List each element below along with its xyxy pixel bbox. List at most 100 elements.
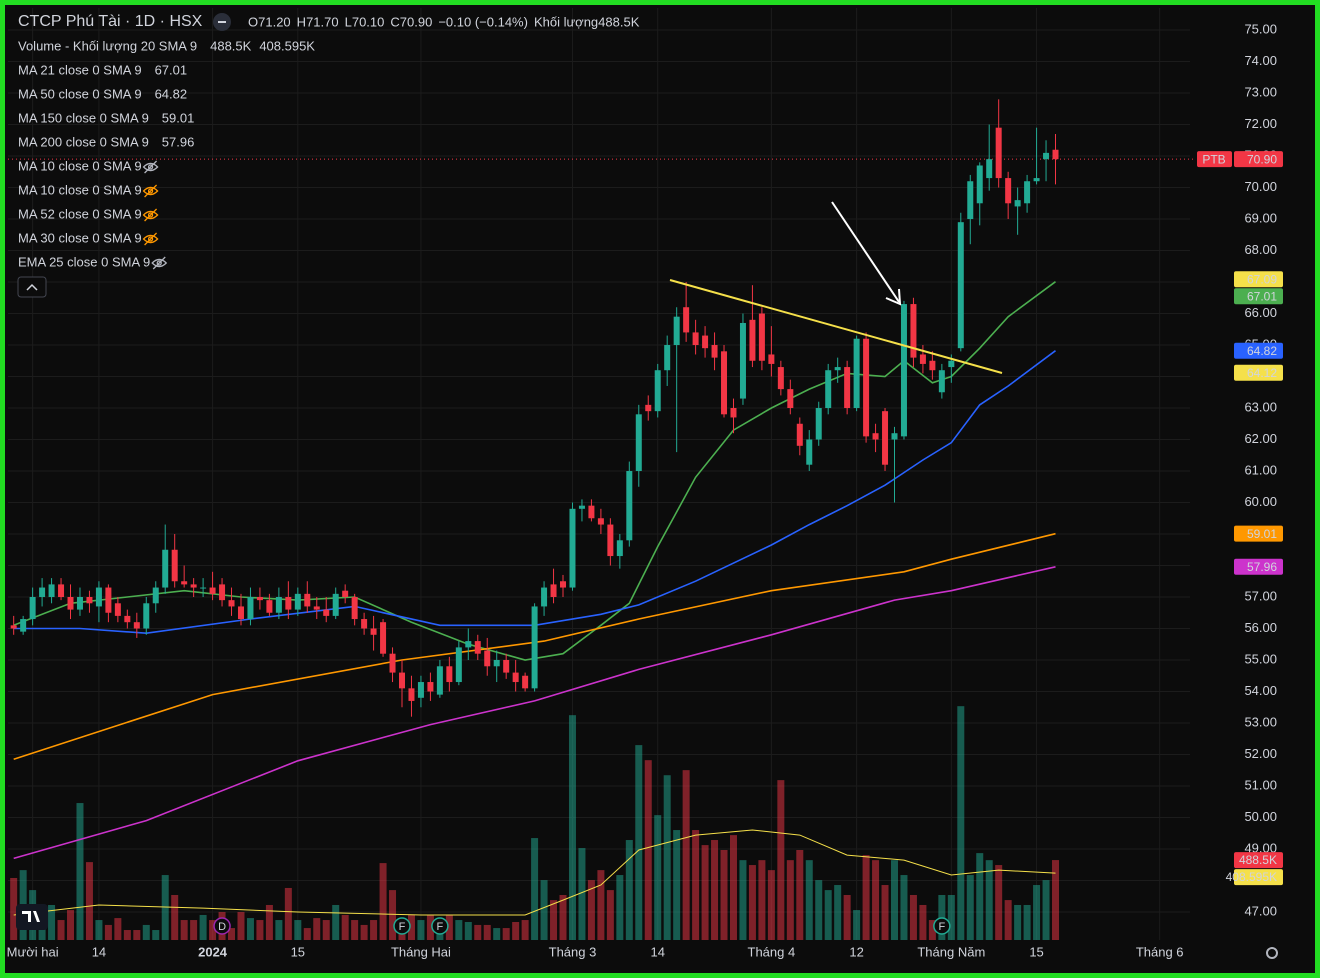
volume-bar [862,855,870,940]
toggle-icon [26,283,38,291]
candle-body [806,439,813,465]
volume-bar [114,918,122,940]
candle-body [1014,200,1021,207]
candle-body [787,389,794,409]
indicator-name: EMA 25 close 0 SMA 9 [18,254,150,269]
volume-bar [407,914,415,940]
x-tick-label: 14 [92,944,106,959]
settings[interactable] [1266,947,1278,959]
hidden-eye-icon[interactable] [151,256,168,270]
volume-bar [701,845,709,940]
candle-body [957,222,964,349]
candle-body [86,596,93,604]
candle-body [152,587,159,604]
volume-bar [531,838,539,940]
candle-body [986,159,993,179]
volume-bar [483,924,491,940]
candle-body [190,584,197,588]
price-label-bg [1234,852,1283,869]
candle-body [777,367,784,390]
y-tick-label: 75.00 [1244,21,1277,36]
settings-icon[interactable] [1266,947,1278,959]
volume-bar [966,875,974,940]
candle-body [294,593,301,610]
legend-text: 70.90 [400,14,433,29]
eye-pupil [147,188,154,194]
candle-body [105,587,112,613]
indicator-name: MA 10 close 0 SMA 9 [18,182,142,197]
candle-body [967,181,974,220]
volume-bar [692,830,700,940]
candle-body [323,609,330,616]
candle-body [834,367,841,371]
hidden-eye-icon[interactable] [142,184,159,198]
volume-bar [834,885,842,940]
y-tick-label: 56.00 [1244,620,1277,635]
hidden-eye-icon[interactable] [142,208,159,222]
volume-bar [303,928,311,940]
x-tick-label: 15 [291,944,305,959]
volume-bar [909,895,917,940]
chart-title: CTCP Phú Tài · 1D · HSX [18,13,203,30]
volume-bar [57,920,65,940]
volume-bar [322,920,330,940]
volume-bar [123,930,131,940]
indicator-name: MA 10 close 0 SMA 9 [18,158,142,173]
y-tick-label: 47.00 [1244,903,1277,918]
indicator-value: 57.96 [162,134,195,149]
candle-body [749,319,756,361]
candles [10,99,1059,717]
volume-bar [1014,904,1022,940]
price-label: 57.96 [1247,560,1277,574]
volume-bar [426,914,434,940]
volume-bar [919,904,927,940]
volume-bar [95,920,103,940]
y-tick-label: 63.00 [1244,399,1277,414]
legend: CTCP Phú Tài · 1D · HSX O 71.20 H 71.70 L 70.… [18,13,640,270]
volume-bar [142,924,150,940]
volume-bar [104,924,112,940]
candle-body [237,606,244,620]
candle-body [48,584,55,597]
eye-slash [152,256,166,270]
candle-body [891,433,898,440]
volume-bar [67,910,75,940]
candle-body [465,641,472,648]
volume-bar [729,835,737,940]
hidden-eye-icon[interactable] [142,232,159,246]
candle-body [162,549,169,588]
x-tick-label: 12 [849,944,863,959]
candle-body [900,304,907,437]
legend-text: 71.20 [258,14,291,29]
candle-body [588,505,595,519]
volume-bar [625,840,633,940]
volume-bar [228,928,236,940]
ma-line [13,532,1056,760]
toggle-button[interactable] [17,276,47,298]
candle-body [285,596,292,610]
candle-body [484,650,491,667]
volume-bar [663,775,671,940]
candle-body [730,408,737,418]
volume-bar [891,860,898,940]
volume-bar [777,780,785,940]
x-tick-label: Tháng Hai [391,944,451,959]
volume-bar [48,904,56,940]
y-tick-label: 70.00 [1244,179,1277,194]
logo [16,904,48,930]
trendline [669,279,1003,374]
volume-bar [389,890,397,940]
candle-body [76,596,83,610]
legend-toggle[interactable] [17,276,47,298]
x-tick-label: 14 [650,944,664,959]
legend-text: H [297,14,306,29]
candle-body [853,338,860,409]
candle-body [399,672,405,689]
y-tick-label: 50.00 [1244,809,1277,824]
y-tick-label: 74.00 [1244,53,1277,68]
candle-body [58,584,65,597]
candle-body [370,628,377,635]
candle-body [455,647,462,683]
volume-bar [351,920,359,940]
hidden-eye-icon[interactable] [142,160,159,174]
